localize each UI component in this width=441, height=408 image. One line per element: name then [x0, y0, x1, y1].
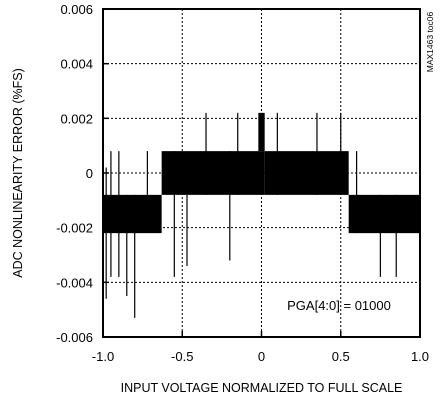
- y-tick-label: 0.004: [60, 57, 93, 72]
- x-tick-label: 1.0: [411, 349, 429, 364]
- error-band: [258, 112, 265, 152]
- y-tick-label: -0.006: [56, 330, 93, 345]
- y-tick-label: -0.004: [56, 275, 93, 290]
- data-layer: [103, 112, 420, 318]
- error-band: [348, 194, 420, 234]
- figure-id: MAX1463 toc06: [425, 11, 435, 72]
- y-tick-label: 0.006: [60, 2, 93, 17]
- y-tick-label: -0.002: [56, 221, 93, 236]
- x-tick-label: -0.5: [171, 349, 193, 364]
- y-axis-title: ADC NONLINEARITY ERROR (%FS): [11, 68, 25, 278]
- y-tick-label: 0: [86, 166, 93, 181]
- ticks-layer: -1.0 -0.5 0 0.5 1.0 0.006 0.004 0.002 0 -0.002 -0.…: [56, 2, 429, 364]
- x-axis-title: INPUT VOLTAGE NORMALIZED TO FULL SCALE: [121, 381, 403, 395]
- x-tick-label: 0.5: [332, 349, 350, 364]
- error-band: [161, 151, 265, 195]
- pga-annotation: PGA[4:0] = 01000: [287, 298, 391, 313]
- error-band: [264, 151, 349, 195]
- y-tick-label: 0.002: [60, 111, 93, 126]
- x-tick-label: -1.0: [92, 349, 114, 364]
- x-tick-label: 0: [258, 349, 265, 364]
- error-band: [103, 194, 162, 234]
